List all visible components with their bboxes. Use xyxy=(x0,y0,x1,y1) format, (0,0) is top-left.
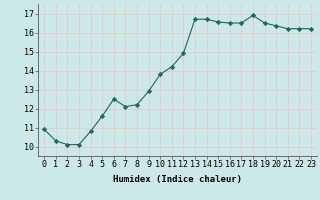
X-axis label: Humidex (Indice chaleur): Humidex (Indice chaleur) xyxy=(113,175,242,184)
